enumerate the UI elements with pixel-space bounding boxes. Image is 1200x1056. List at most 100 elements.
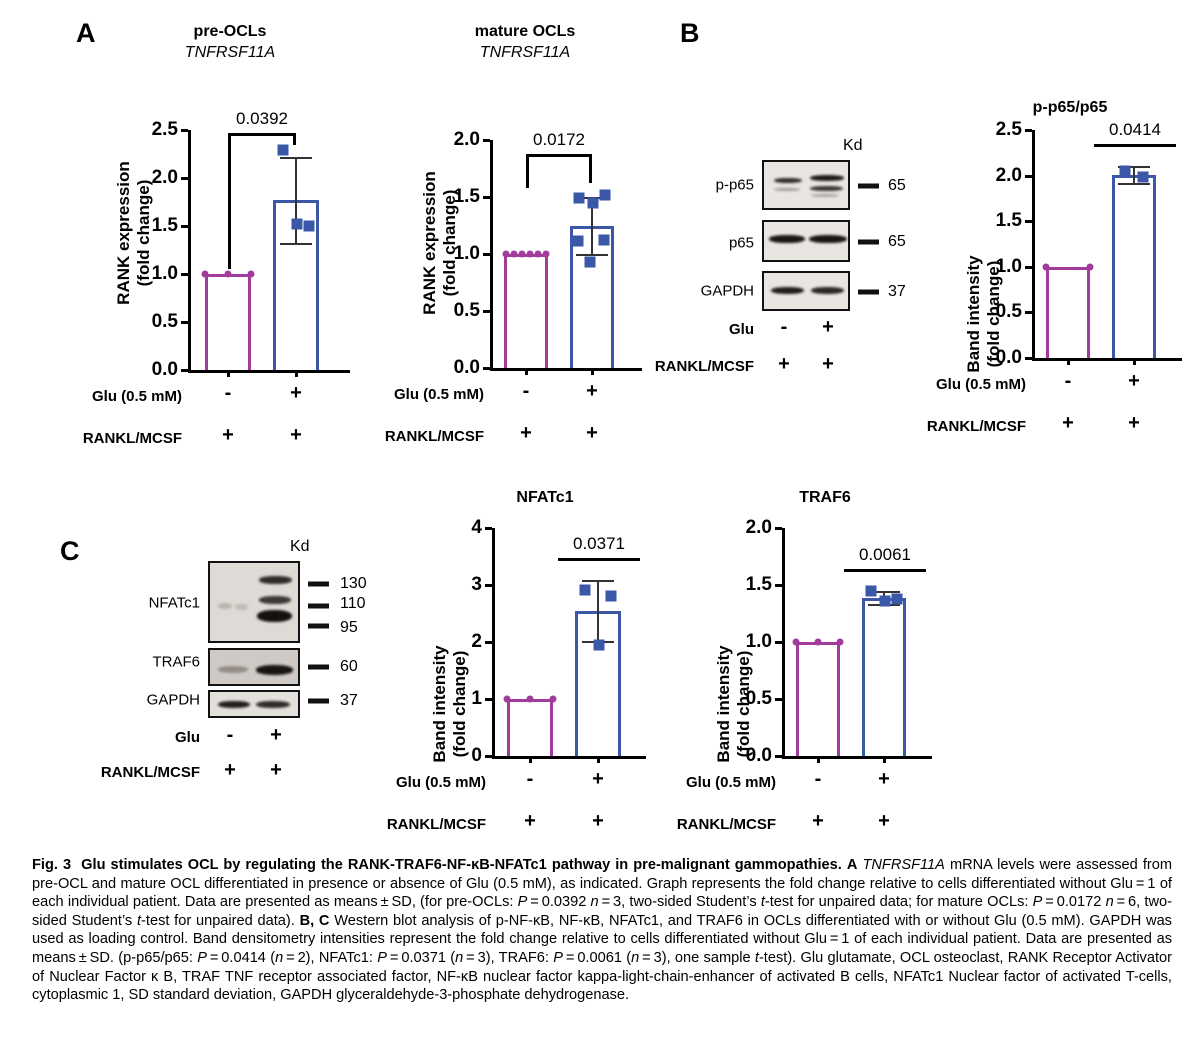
y-tick [181, 321, 188, 324]
x-category-label-minus: - [1064, 370, 1072, 392]
rankl-value-1: + [1062, 412, 1074, 434]
significance-bracket [1094, 144, 1176, 148]
x-category-label-plus: + [592, 768, 604, 790]
chart-title: NFATc1 [516, 489, 574, 506]
western-blot-c: Kd NFATc1 TRAF6 GAPDH 130 110 95 60 [101, 538, 390, 781]
error-bar [597, 580, 599, 641]
x-category-label-plus: + [586, 380, 598, 402]
plot-area: 0.0 0.5 1.0 1.5 2.0 0.0172 [454, 129, 642, 378]
mw-label-95: 95 [340, 619, 358, 636]
x-category-label-minus: - [224, 382, 232, 404]
y-axis [188, 130, 191, 373]
data-point [573, 192, 585, 204]
error-bar [591, 197, 593, 254]
mw-dash-37 [858, 289, 879, 295]
y-tick [181, 225, 188, 228]
y-tick [483, 139, 490, 142]
y-tick [485, 527, 492, 530]
data-point [605, 590, 617, 602]
error-bar-cap-upper [868, 591, 900, 594]
plot-area: 0.0 0.5 1.0 1.5 2.0 2.5 0.0414 [996, 119, 1182, 368]
blot-rankl-value-2: + [270, 759, 282, 781]
x-axis [490, 368, 642, 371]
mw-dash-130 [308, 581, 329, 587]
y-axis [492, 528, 495, 759]
data-point [502, 250, 510, 258]
caption-lead-a: A [846, 857, 858, 873]
significance-bracket [558, 558, 640, 562]
data-point [587, 197, 599, 209]
chart-traf6: TRAF6 Band intensity (fold change) 0.0 0.… [677, 488, 950, 838]
p-value-label: 0.0392 [236, 108, 288, 128]
x-axis [188, 370, 350, 373]
blot-glu-label: Glu [729, 321, 754, 338]
p-value-label: 0.0061 [859, 545, 911, 565]
chart-title: mature OCLs [474, 23, 576, 40]
y-tick-label: 1.5 [453, 186, 480, 207]
y-tick [485, 755, 492, 758]
data-point [224, 270, 232, 278]
rankl-value-2: + [290, 424, 302, 446]
p-value-label: 0.0414 [1109, 120, 1161, 140]
y-tick [485, 698, 492, 701]
data-point [518, 250, 526, 258]
y-tick-label: 2 [471, 631, 482, 652]
y-tick-label: 1.0 [745, 631, 772, 652]
error-bar [1133, 166, 1135, 183]
y-tick [775, 698, 782, 701]
y-tick [1025, 174, 1032, 178]
x-tick [227, 370, 230, 377]
x-tick [597, 756, 600, 763]
x-tick [295, 370, 298, 377]
blot-strip-gapdh [208, 690, 300, 718]
blot-glu-value-plus: + [822, 316, 834, 338]
significance-bracket [228, 132, 296, 136]
mw-label-110: 110 [340, 595, 366, 612]
western-blot-b: Kd p-p65 p65 GAPDH 65 65 37 Glu - [655, 137, 940, 375]
data-point [526, 695, 534, 703]
x-tick [883, 756, 886, 763]
blot-rankl-label: RANKL/MCSF [100, 764, 200, 781]
error-bar-cap-upper [1118, 166, 1150, 169]
y-tick-label: 0.0 [995, 347, 1022, 368]
y-tick-label: 0.5 [995, 301, 1022, 323]
significance-tick-left [228, 132, 231, 270]
y-tick-label: 0.5 [745, 688, 772, 709]
mw-label-130: 130 [340, 575, 367, 592]
x-tick [525, 368, 528, 375]
blot-strip-p65 [762, 220, 850, 262]
p-value-label: 0.0371 [573, 534, 625, 554]
significance-tick-right [589, 153, 592, 184]
rankl-value-2: + [592, 810, 604, 832]
bar-control [796, 642, 840, 756]
x-tick [1067, 358, 1070, 365]
blot-glu-value-minus: - [780, 316, 788, 338]
x-category-label-plus: + [878, 768, 890, 790]
mw-dash-65b [858, 239, 879, 245]
y-tick [775, 527, 782, 530]
x-category-label-minus: - [526, 768, 534, 790]
y-tick-label: 1.0 [995, 255, 1022, 277]
data-point [1137, 171, 1149, 183]
y-tick-label: 0.0 [745, 745, 772, 766]
data-point [891, 593, 903, 605]
y-tick-label: 0.5 [151, 311, 178, 332]
y-tick [1025, 265, 1032, 269]
mw-label-37c: 37 [340, 692, 358, 709]
y-axis [1032, 130, 1035, 361]
y-tick-label: 0.5 [453, 300, 480, 321]
rankl-row-label: RANKL/MCSF [926, 418, 1026, 435]
x-axis [1032, 358, 1182, 361]
error-bar [295, 156, 297, 244]
rankl-row-label: RANKL/MCSF [384, 428, 484, 445]
data-point [277, 144, 289, 156]
chart-subtitle: TNFRSF11A [184, 44, 276, 61]
y-tick-label: 1.5 [151, 215, 178, 236]
bar-control [507, 699, 553, 756]
data-point [549, 695, 557, 703]
bar-control [504, 254, 548, 368]
glu-row-label: Glu (0.5 mM) [935, 376, 1026, 393]
bar-treated [862, 597, 906, 756]
figure-caption: Fig. 3 Glu stimulates OCL by regulating … [32, 856, 1172, 1005]
y-tick-label: 1.0 [151, 263, 178, 284]
